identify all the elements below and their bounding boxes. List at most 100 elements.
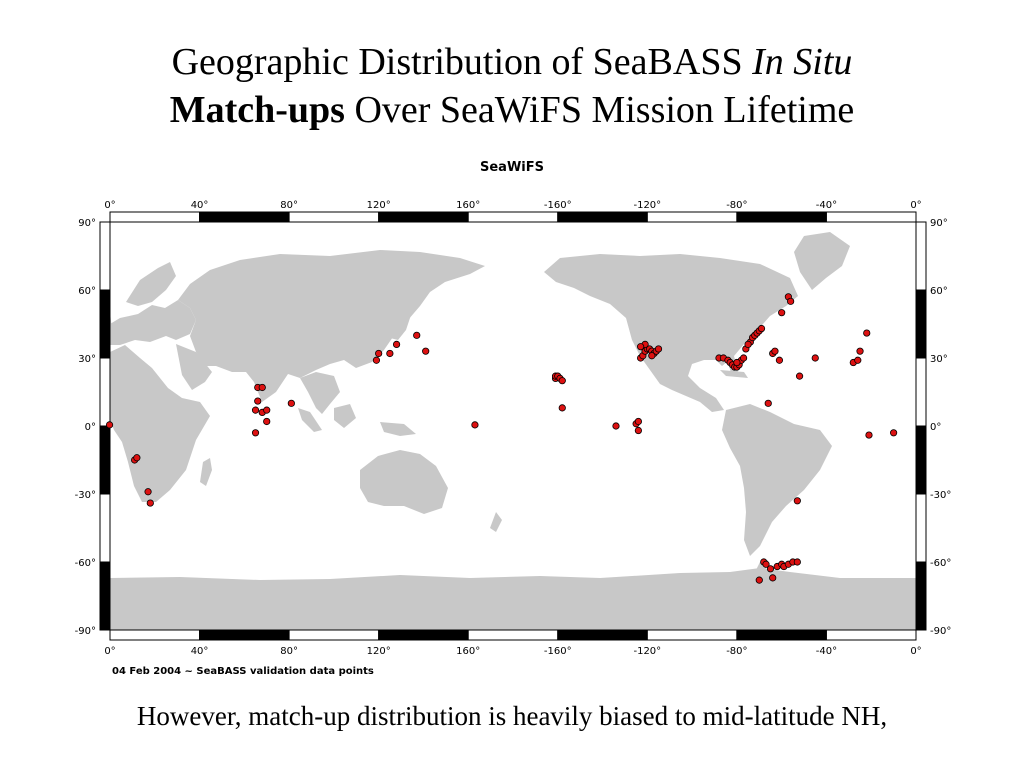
data-point bbox=[471, 421, 479, 429]
data-point bbox=[422, 347, 430, 355]
border-segment bbox=[736, 211, 827, 223]
border-segment bbox=[467, 629, 559, 641]
lon-tick-labels-bottom: 0° 40° 80° 120° 160° -160° -120° -80° -40° 0° bbox=[104, 646, 921, 657]
data-point bbox=[766, 565, 775, 573]
border-segment bbox=[467, 211, 559, 223]
lat-tick-label: -60° bbox=[930, 558, 951, 569]
land-antarctica bbox=[110, 568, 916, 630]
lon-tick-label: 0° bbox=[910, 200, 921, 211]
data-point bbox=[740, 354, 748, 362]
data-point bbox=[254, 397, 262, 405]
data-point bbox=[890, 429, 898, 437]
lon-tick-label: -80° bbox=[726, 200, 747, 211]
data-point bbox=[793, 497, 801, 505]
lat-tick-label: -60° bbox=[75, 558, 96, 569]
border-segment bbox=[99, 561, 111, 631]
data-point bbox=[793, 558, 801, 566]
data-point bbox=[771, 347, 779, 355]
lat-tick-labels-right: 90° 60° 30° 0° -30° -60° -90° bbox=[930, 218, 951, 637]
data-point bbox=[775, 356, 784, 364]
data-point bbox=[612, 422, 620, 430]
land-borneo bbox=[334, 404, 356, 428]
land-australia bbox=[360, 450, 448, 514]
border-segment bbox=[99, 493, 111, 563]
border-segment bbox=[736, 629, 827, 641]
data-point bbox=[787, 297, 795, 305]
land-madagascar bbox=[200, 458, 212, 486]
lon-tick-label: 80° bbox=[280, 646, 298, 657]
title-line-1: Geographic Distribution of SeaBASS In Si… bbox=[0, 38, 1024, 86]
lon-tick-label: 0° bbox=[104, 200, 115, 211]
border-segment bbox=[99, 357, 111, 427]
border-segment bbox=[99, 289, 111, 359]
data-point bbox=[865, 431, 873, 439]
lat-tick-label: -90° bbox=[75, 626, 96, 637]
border-segment bbox=[557, 629, 648, 641]
data-point bbox=[386, 349, 394, 358]
title-line-2: Match-ups Over SeaWiFS Mission Lifetime bbox=[0, 86, 1024, 134]
map-footnote: 04 Feb 2004 ~ SeaBASS validation data po… bbox=[112, 666, 374, 677]
lat-tick-label: 0° bbox=[930, 422, 941, 433]
title-line-1-italic: In Situ bbox=[752, 41, 853, 83]
lon-tick-label: 120° bbox=[367, 646, 391, 657]
data-point bbox=[144, 488, 152, 496]
land-japan bbox=[390, 306, 412, 340]
data-points bbox=[105, 293, 898, 584]
lon-tick-label: 0° bbox=[104, 646, 115, 657]
lon-tick-label: -80° bbox=[726, 646, 747, 657]
data-point bbox=[733, 358, 741, 367]
lon-tick-label: -120° bbox=[633, 200, 661, 211]
data-point bbox=[757, 324, 766, 333]
data-point bbox=[634, 426, 642, 435]
lon-tick-label: -40° bbox=[816, 200, 837, 211]
data-point bbox=[251, 406, 260, 414]
lon-tick-label: 40° bbox=[191, 200, 209, 211]
lat-tick-label: 90° bbox=[930, 218, 948, 229]
data-point bbox=[744, 340, 752, 348]
border-segment bbox=[199, 211, 290, 223]
land-masses bbox=[102, 232, 916, 630]
data-point bbox=[762, 560, 770, 568]
land-north-america bbox=[544, 254, 798, 412]
land-greenland bbox=[794, 232, 850, 290]
border-segment bbox=[915, 561, 927, 631]
data-point bbox=[133, 454, 141, 462]
border-segment bbox=[99, 425, 111, 495]
land-south-america bbox=[722, 404, 832, 556]
border-segment bbox=[915, 425, 927, 495]
border-segment bbox=[825, 629, 917, 641]
lon-tick-label: 80° bbox=[280, 200, 298, 211]
slide-title: Geographic Distribution of SeaBASS In Si… bbox=[0, 38, 1024, 134]
border-segment bbox=[915, 493, 927, 563]
data-point bbox=[146, 499, 154, 507]
lat-tick-label: 30° bbox=[930, 354, 948, 365]
data-point bbox=[764, 399, 772, 407]
border-segment bbox=[99, 221, 111, 291]
lon-tick-label: -160° bbox=[544, 200, 572, 211]
border-segment bbox=[199, 629, 290, 641]
lon-tick-label: 160° bbox=[456, 646, 480, 657]
land-new-zealand bbox=[490, 512, 502, 532]
border-segment bbox=[109, 211, 201, 223]
lat-tick-label: -90° bbox=[930, 626, 951, 637]
border-segment bbox=[915, 221, 927, 291]
border-segment bbox=[825, 211, 917, 223]
data-point bbox=[375, 349, 383, 358]
lat-tick-label: 90° bbox=[78, 218, 96, 229]
border-segment bbox=[109, 629, 201, 641]
lon-tick-label: -40° bbox=[816, 646, 837, 657]
data-point bbox=[263, 417, 271, 426]
data-point bbox=[258, 383, 266, 392]
data-point bbox=[654, 345, 663, 353]
land-sumatra bbox=[298, 408, 322, 432]
land-new-guinea bbox=[380, 422, 416, 436]
lon-tick-label: -160° bbox=[544, 646, 572, 657]
data-point bbox=[634, 417, 642, 426]
lat-tick-label: 30° bbox=[78, 354, 96, 365]
data-point bbox=[778, 309, 786, 317]
map-border bbox=[99, 211, 927, 641]
land-asia bbox=[178, 250, 485, 402]
data-point bbox=[854, 356, 862, 364]
data-point bbox=[637, 343, 645, 351]
